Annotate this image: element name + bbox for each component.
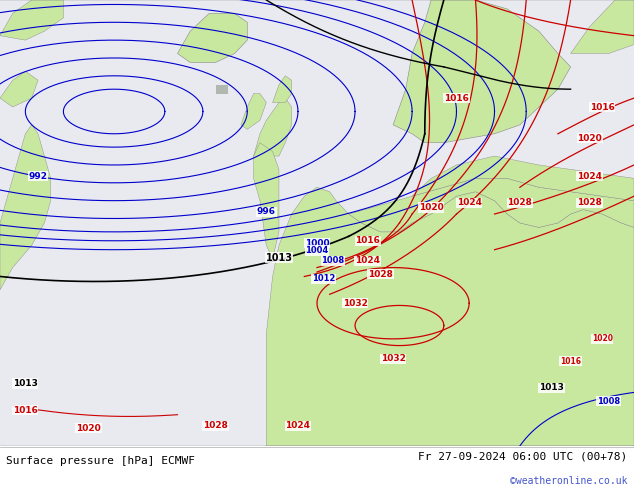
Text: 1016: 1016 <box>560 357 581 366</box>
Text: 1016: 1016 <box>13 406 37 415</box>
Text: Fr 27-09-2024 06:00 UTC (00+78): Fr 27-09-2024 06:00 UTC (00+78) <box>418 452 628 462</box>
Text: 1028: 1028 <box>368 270 393 279</box>
Text: 1024: 1024 <box>355 256 380 266</box>
Text: 1016: 1016 <box>444 94 469 102</box>
Text: 992: 992 <box>29 172 48 181</box>
Text: 1028: 1028 <box>507 198 533 207</box>
Polygon shape <box>0 0 63 40</box>
Polygon shape <box>393 0 571 143</box>
Polygon shape <box>266 187 634 446</box>
Text: 1020: 1020 <box>76 423 101 433</box>
Polygon shape <box>412 156 634 201</box>
Text: 1013: 1013 <box>13 379 37 388</box>
Text: 1028: 1028 <box>203 421 228 430</box>
Polygon shape <box>241 94 266 129</box>
Text: 1032: 1032 <box>342 299 368 308</box>
Text: 1013: 1013 <box>266 253 292 263</box>
Polygon shape <box>571 0 634 53</box>
Text: 1024: 1024 <box>285 421 311 430</box>
Polygon shape <box>254 143 279 259</box>
Polygon shape <box>0 72 38 107</box>
Text: 1020: 1020 <box>577 134 602 143</box>
Text: ©weatheronline.co.uk: ©weatheronline.co.uk <box>510 476 628 486</box>
Text: 1004: 1004 <box>306 246 328 255</box>
Text: 1012: 1012 <box>312 274 335 283</box>
Text: 1020: 1020 <box>592 334 613 343</box>
Polygon shape <box>216 85 228 94</box>
Text: 996: 996 <box>257 207 276 216</box>
Text: 1008: 1008 <box>321 256 344 266</box>
Text: 1020: 1020 <box>418 203 444 212</box>
Text: 1016: 1016 <box>590 102 615 112</box>
Text: 1016: 1016 <box>355 236 380 245</box>
Polygon shape <box>0 125 51 290</box>
Text: 1028: 1028 <box>577 198 602 207</box>
Polygon shape <box>254 98 292 156</box>
Text: 1024: 1024 <box>577 172 602 181</box>
Polygon shape <box>178 13 247 62</box>
Polygon shape <box>273 76 292 102</box>
Text: 1008: 1008 <box>597 397 620 406</box>
Text: 1013: 1013 <box>539 384 564 392</box>
Polygon shape <box>0 0 634 446</box>
Text: 1024: 1024 <box>456 198 482 207</box>
Text: Surface pressure [hPa] ECMWF: Surface pressure [hPa] ECMWF <box>6 456 195 466</box>
Polygon shape <box>349 178 634 232</box>
Text: 1000: 1000 <box>305 239 329 247</box>
Text: 1032: 1032 <box>380 354 406 364</box>
